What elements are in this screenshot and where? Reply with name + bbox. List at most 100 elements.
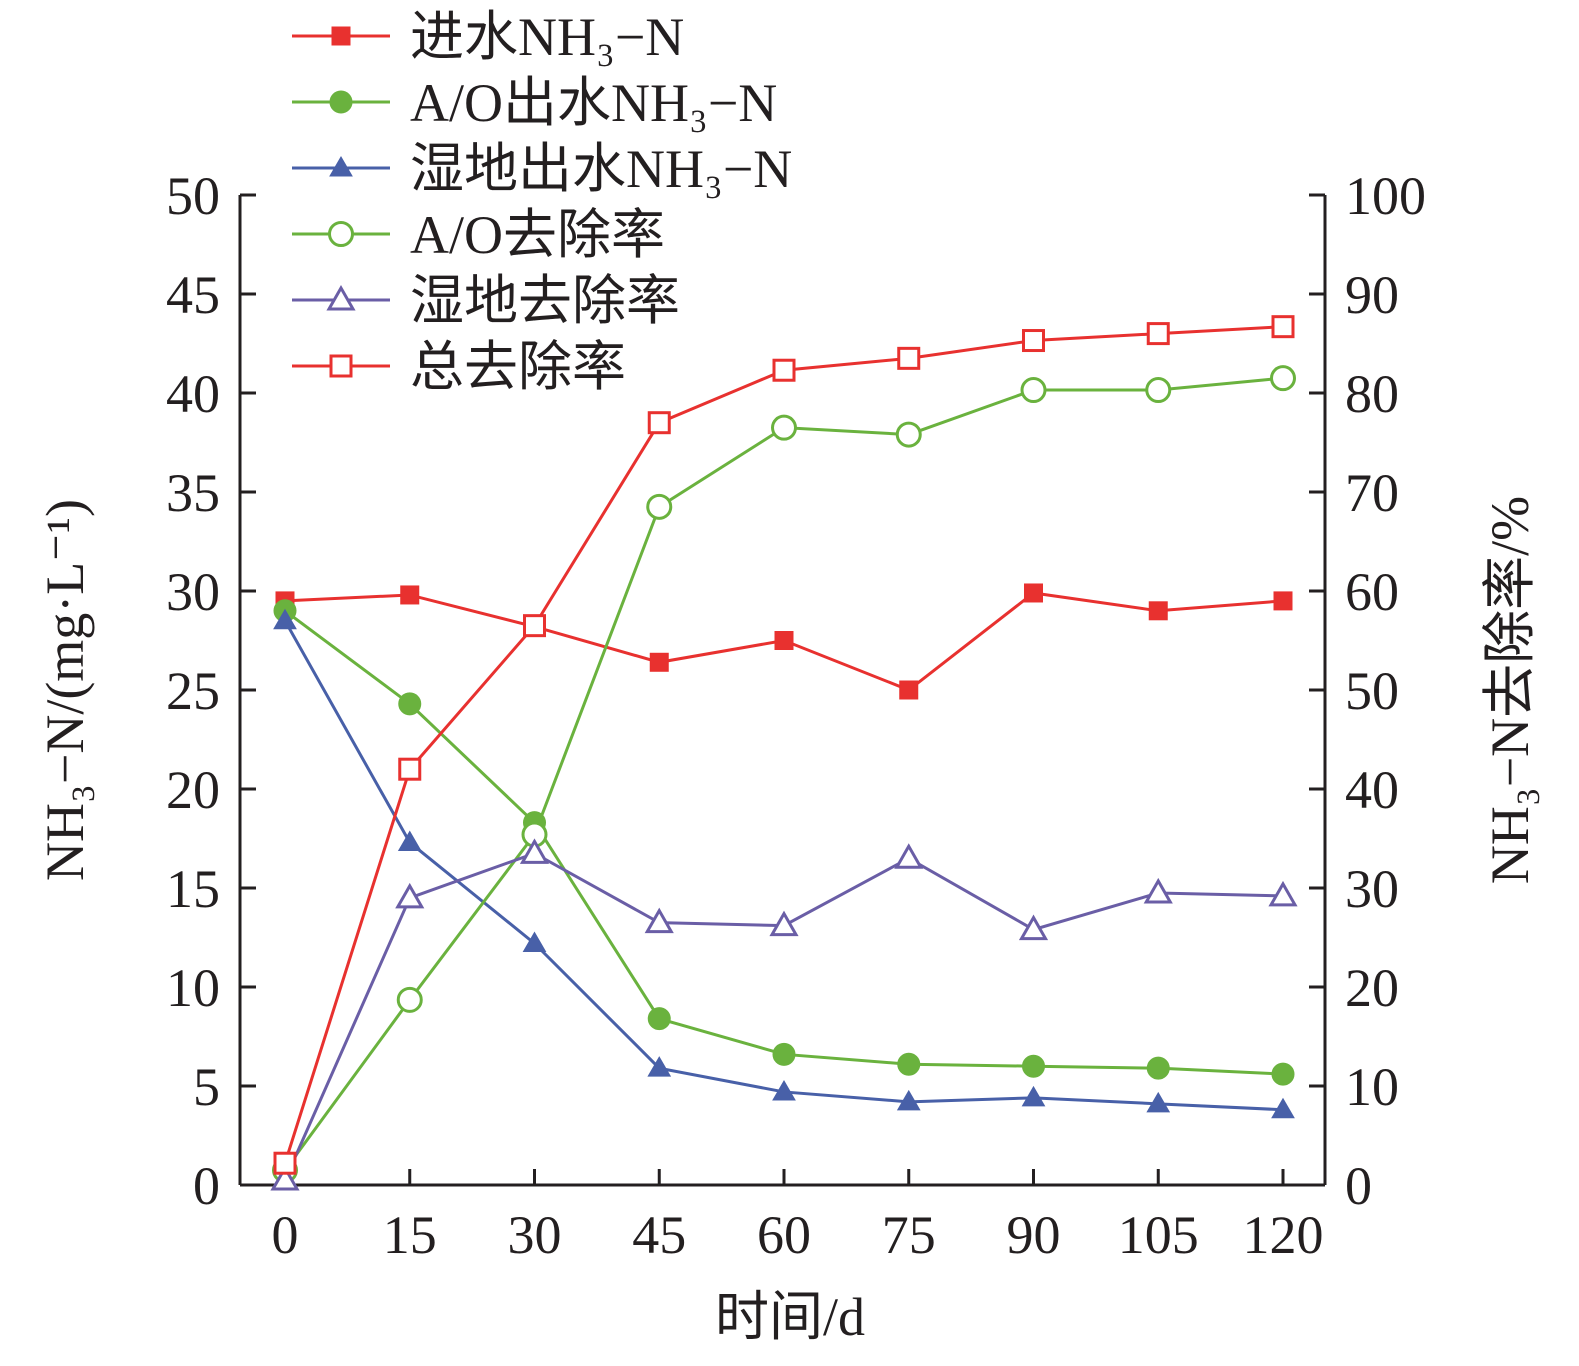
data-point bbox=[894, 843, 924, 869]
data-point bbox=[1021, 1085, 1046, 1107]
y-left-tick-label: 30 bbox=[166, 562, 220, 622]
x-tick-label: 60 bbox=[757, 1205, 811, 1265]
data-point bbox=[400, 585, 420, 605]
series-1 bbox=[275, 583, 1293, 700]
legend-marker bbox=[326, 284, 356, 311]
legend: 进水NH₃−NA/O出水NH₃−N湿地出水NH₃−NA/O去除率湿地去除率总去除… bbox=[292, 7, 792, 397]
series-line bbox=[283, 325, 1284, 1164]
legend-item: 进水NH₃−N bbox=[292, 7, 684, 67]
x-tick-label: 105 bbox=[1118, 1205, 1199, 1265]
data-point bbox=[397, 830, 422, 851]
y-right-tick-label: 70 bbox=[1345, 463, 1399, 523]
legend-marker bbox=[328, 221, 354, 247]
data-point bbox=[522, 931, 547, 952]
y-left-tick-label: 5 bbox=[193, 1057, 220, 1117]
data-point bbox=[1146, 1056, 1170, 1080]
data-point bbox=[769, 910, 799, 937]
data-point bbox=[1271, 1062, 1295, 1086]
data-point bbox=[273, 1151, 297, 1175]
data-point bbox=[270, 1165, 300, 1191]
x-tick-label: 15 bbox=[383, 1205, 437, 1265]
y-right-tick-label: 20 bbox=[1345, 958, 1399, 1018]
series-line bbox=[283, 619, 1284, 1112]
y-right-tick-label: 80 bbox=[1345, 364, 1399, 424]
x-tick-label: 75 bbox=[882, 1205, 936, 1265]
data-point bbox=[523, 614, 546, 638]
legend-item: 湿地出水NH₃−N bbox=[292, 139, 792, 199]
legend-marker bbox=[329, 90, 353, 114]
data-point bbox=[647, 1007, 671, 1031]
data-point bbox=[273, 608, 297, 630]
y-right-tick-label: 100 bbox=[1345, 166, 1426, 226]
data-point bbox=[646, 493, 673, 520]
x-tick-label: 90 bbox=[1007, 1205, 1061, 1265]
series-line bbox=[284, 609, 1284, 1076]
data-point bbox=[1024, 583, 1043, 603]
data-point bbox=[772, 1042, 796, 1066]
data-point bbox=[772, 358, 796, 382]
y-right-tick-label: 60 bbox=[1345, 562, 1399, 622]
data-point bbox=[897, 1052, 921, 1076]
y-left-tick-label: 35 bbox=[166, 463, 220, 523]
data-point bbox=[897, 346, 921, 370]
series-layer bbox=[270, 315, 1298, 1191]
series-6 bbox=[273, 315, 1295, 1175]
y-left-tick-label: 20 bbox=[166, 760, 220, 820]
series-2 bbox=[273, 599, 1295, 1086]
y-left-tick-label: 0 bbox=[193, 1156, 220, 1216]
data-point bbox=[1143, 877, 1173, 904]
data-point bbox=[647, 411, 671, 435]
legend-marker bbox=[329, 354, 353, 378]
y-left-tick-label: 40 bbox=[166, 364, 220, 424]
y-left-tick-label: 50 bbox=[166, 166, 220, 226]
legend-label: 湿地去除率 bbox=[410, 271, 680, 331]
series-3 bbox=[273, 608, 1295, 1119]
y-right-tick-label: 90 bbox=[1345, 265, 1399, 325]
data-point bbox=[398, 692, 422, 716]
data-point bbox=[1145, 377, 1172, 404]
series-line bbox=[283, 851, 1284, 1181]
y-right-tick-label: 50 bbox=[1345, 661, 1399, 721]
data-point bbox=[896, 1089, 921, 1111]
legend-label: 湿地出水NH₃−N bbox=[410, 139, 792, 199]
data-point bbox=[772, 1079, 796, 1101]
data-point bbox=[1018, 914, 1049, 941]
y-left-axis-title: NH₃−N/(mg·L⁻¹) bbox=[35, 499, 95, 881]
data-point bbox=[395, 882, 425, 909]
legend-item: A/O去除率 bbox=[292, 205, 665, 265]
data-point bbox=[1146, 1091, 1171, 1113]
legend-item: 总去除率 bbox=[292, 337, 626, 397]
y-left-tick-label: 25 bbox=[166, 661, 220, 721]
legend-label: 总去除率 bbox=[410, 337, 626, 397]
data-point bbox=[895, 421, 922, 448]
data-point bbox=[1273, 591, 1293, 611]
y-left-tick-label: 10 bbox=[166, 958, 220, 1018]
y-right-axis-title: NH₃−N去除率/% bbox=[1480, 496, 1540, 884]
y-right-tick-label: 40 bbox=[1345, 760, 1399, 820]
x-tick-label: 45 bbox=[632, 1205, 686, 1265]
legend-label: A/O去除率 bbox=[410, 205, 665, 265]
legend-label: 进水NH₃−N bbox=[410, 7, 684, 67]
x-axis-title: 时间/d bbox=[715, 1287, 865, 1347]
data-point bbox=[899, 680, 919, 700]
y-left-tick-label: 15 bbox=[166, 859, 220, 919]
data-point bbox=[519, 838, 550, 864]
data-point bbox=[771, 414, 797, 441]
series-5 bbox=[270, 838, 1298, 1191]
data-point bbox=[774, 631, 794, 650]
x-tick-label: 120 bbox=[1243, 1205, 1324, 1265]
axes: 0 5 10 15 20 25 30 35 40 45 50 0 10 20 30 40 50 60 70 80 90 1… bbox=[35, 166, 1540, 1347]
y-right-tick-label: 30 bbox=[1345, 859, 1399, 919]
y-right-tick-label: 0 bbox=[1345, 1156, 1372, 1216]
data-point bbox=[1268, 880, 1298, 907]
legend-label: A/O出水NH₃−N bbox=[410, 73, 777, 133]
legend-item: 湿地去除率 bbox=[292, 271, 680, 331]
data-point bbox=[396, 986, 423, 1013]
x-tick-label: 0 bbox=[272, 1205, 299, 1265]
data-point bbox=[1270, 365, 1296, 392]
x-tick-label: 30 bbox=[508, 1205, 562, 1265]
data-point bbox=[1148, 601, 1168, 621]
legend-marker bbox=[331, 26, 351, 46]
y-left-tick-label: 45 bbox=[166, 265, 220, 325]
